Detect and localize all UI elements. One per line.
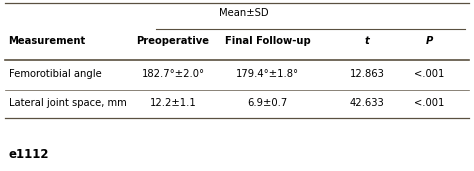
Text: 12.2±1.1: 12.2±1.1 xyxy=(150,98,196,108)
Text: Measurement: Measurement xyxy=(9,36,86,46)
Text: Preoperative: Preoperative xyxy=(137,36,210,46)
Text: <.001: <.001 xyxy=(414,98,444,108)
Text: Femorotibial angle: Femorotibial angle xyxy=(9,69,101,79)
Text: 179.4°±1.8°: 179.4°±1.8° xyxy=(236,69,300,79)
Text: Lateral joint space, mm: Lateral joint space, mm xyxy=(9,98,126,108)
Text: <.001: <.001 xyxy=(414,69,444,79)
Text: 6.9±0.7: 6.9±0.7 xyxy=(248,98,288,108)
Text: 42.633: 42.633 xyxy=(350,98,385,108)
Text: t: t xyxy=(365,36,370,46)
Text: e1112: e1112 xyxy=(9,148,49,161)
Text: Final Follow-up: Final Follow-up xyxy=(225,36,310,46)
Text: 182.7°±2.0°: 182.7°±2.0° xyxy=(141,69,205,79)
Text: Mean±SD: Mean±SD xyxy=(219,8,269,18)
Text: 12.863: 12.863 xyxy=(350,69,385,79)
Text: P: P xyxy=(425,36,433,46)
